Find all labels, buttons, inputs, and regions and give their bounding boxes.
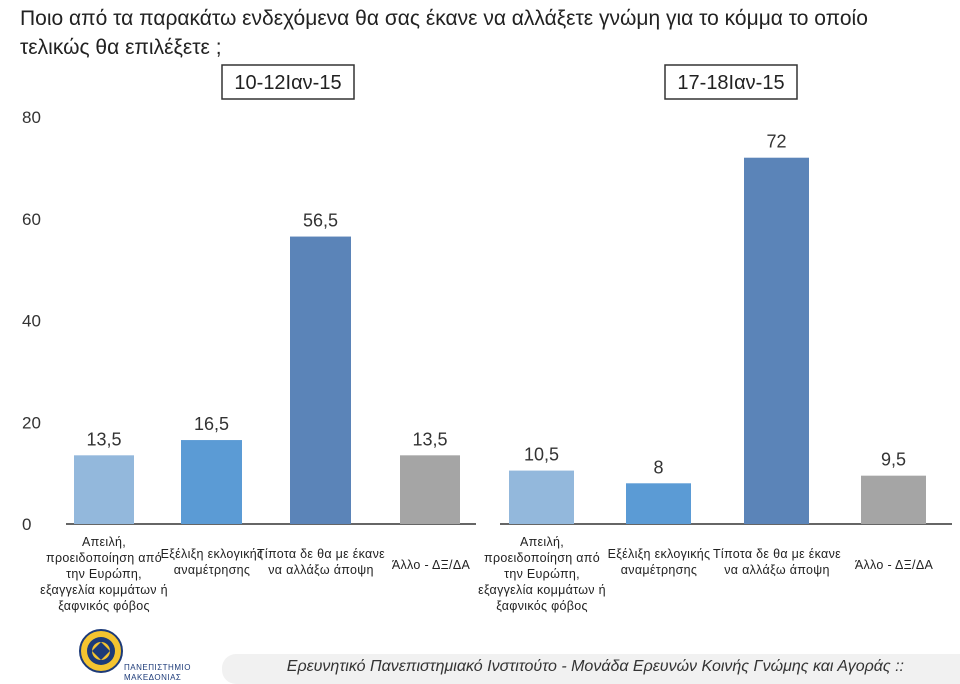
panel-header-label: 17-18Ιαν-15 [677,72,784,94]
x-category-label: Απειλή, προειδοποίηση από την Ευρώπη, εξ… [40,535,168,613]
bar [744,157,809,524]
x-category-label: Απειλή, προειδοποίηση από την Ευρώπη, εξ… [478,535,606,613]
y-tick-label: 20 [22,413,41,432]
bar [181,440,242,524]
x-category-label: Άλλο - ΔΞ/ΔΑ [854,558,934,572]
panel-header-box [664,64,798,100]
y-tick-label: 80 [22,108,41,127]
bar [74,455,134,524]
logo-text-line1: ΠΑΝΕΠΙΣΤΗΜΙΟ [124,663,191,672]
bar [400,455,460,524]
panel-header-box [221,64,355,100]
bar [290,236,351,524]
y-tick-label: 40 [22,312,41,331]
y-tick-label: 0 [22,515,31,534]
data-label: 8 [653,457,663,477]
bar [626,483,691,524]
x-category-label: Εξέλιξη εκλογικής αναμέτρησης [607,547,711,577]
panel-header-label: 10-12Ιαν-15 [234,72,341,94]
bar [861,475,926,524]
data-label: 13,5 [412,429,447,449]
data-label: 9,5 [881,450,906,470]
x-category-label: Άλλο - ΔΞ/ΔΑ [391,558,471,572]
university-seal-icon [79,629,123,673]
x-category-label: Τίποτα δε θα με έκανε να αλλάξω άποψη [712,547,842,577]
footer-bar: Ερευνητικό Πανεπιστημιακό Ινστιτούτο - Μ… [222,654,960,684]
data-label: 13,5 [86,429,121,449]
x-category-label: Εξέλιξη εκλογικής αναμέτρησης [160,547,264,577]
data-label: 16,5 [194,414,229,434]
data-label: 56,5 [303,211,338,231]
footer-text: Ερευνητικό Πανεπιστημιακό Ινστιτούτο - Μ… [286,658,904,675]
university-logo [78,628,124,679]
data-label: 10,5 [524,445,559,465]
data-label: 72 [766,132,786,152]
bar [509,470,574,524]
chart-title: Ποιο από τα παρακάτω ενδεχόμενα θα σας έ… [20,7,868,59]
logo-text-line2: ΜΑΚΕΔΟΝΙΑΣ [124,673,182,682]
x-category-label: Τίποτα δε θα με έκανε να αλλάξω άποψη [256,547,386,577]
y-tick-label: 60 [22,210,41,229]
